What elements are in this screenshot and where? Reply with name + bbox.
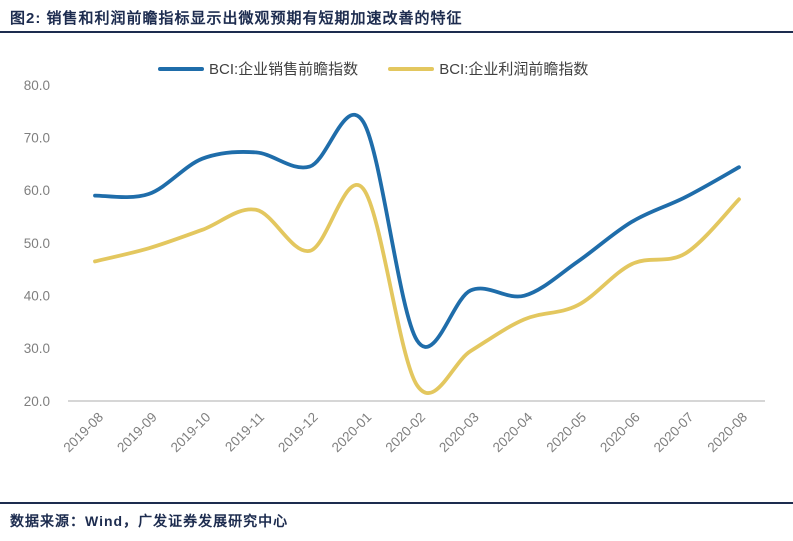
legend-item-profit: BCI:企业利润前瞻指数 (388, 58, 588, 79)
y-axis-tick-label: 50.0 (24, 236, 50, 251)
x-axis-tick-label: 2020-04 (490, 409, 536, 455)
x-axis-tick-label: 2019-10 (168, 410, 214, 456)
title-divider (0, 31, 793, 33)
x-axis-tick-label: 2020-06 (597, 410, 643, 456)
data-source-note: 数据来源：Wind，广发证券发展研究中心 (10, 513, 289, 529)
figure-title: 图2: 销售和利润前瞻指标显示出微观预期有短期加速改善的特征 (10, 10, 463, 27)
profit-series-line (93, 183, 741, 395)
x-axis-tick-label: 2020-07 (651, 410, 697, 456)
x-axis-tick-label: 2019-09 (114, 410, 160, 456)
x-axis-tick-label: 2019-11 (222, 410, 267, 455)
footer-divider (0, 502, 793, 504)
chart-legend: BCI:企业销售前瞻指数 BCI:企业利润前瞻指数 (158, 58, 588, 79)
x-axis-tick-label: 2020-05 (543, 410, 589, 456)
x-axis-tick-label: 2020-01 (329, 410, 375, 456)
sales-line-swatch (158, 66, 204, 71)
x-axis-tick-label: 2020-02 (382, 410, 428, 456)
x-axis-tick-label: 2020-03 (436, 410, 482, 456)
x-axis-tick-label: 2020-08 (704, 410, 750, 456)
profit-line-swatch (388, 66, 435, 71)
legend-label-profit: BCI:企业利润前瞻指数 (439, 61, 589, 78)
y-axis-tick-label: 30.0 (24, 341, 50, 356)
y-axis-tick-label: 70.0 (24, 130, 50, 145)
y-axis-tick-label: 40.0 (24, 288, 50, 303)
y-axis-tick-label: 80.0 (24, 78, 50, 93)
x-axis-tick-label: 2019-12 (275, 410, 321, 456)
y-axis-tick-label: 20.0 (24, 394, 50, 409)
legend-label-sales: BCI:企业销售前瞻指数 (209, 61, 359, 78)
x-axis-tick-label: 2019-08 (60, 410, 106, 456)
sales-series-line (93, 112, 741, 349)
y-axis-tick-label: 60.0 (24, 183, 50, 198)
legend-item-sales: BCI:企业销售前瞻指数 (158, 58, 358, 79)
